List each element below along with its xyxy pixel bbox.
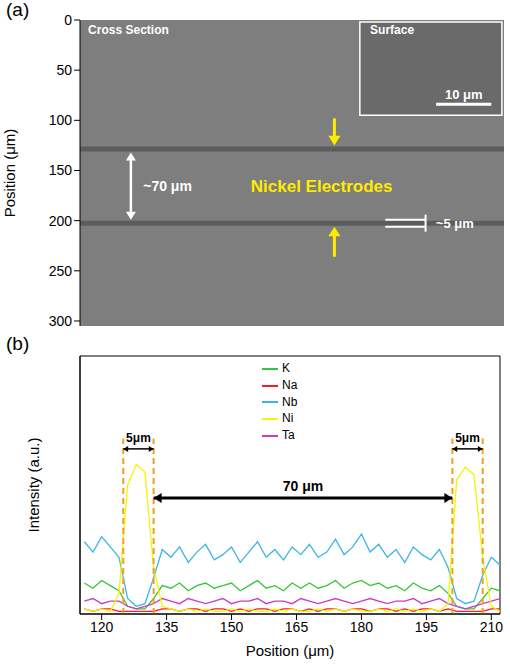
html-text:(a): (a) (6, 0, 30, 20)
svg-text:~5 μm: ~5 μm (436, 216, 474, 231)
html-text:K: K (282, 361, 290, 375)
html-text:Nb: Nb (282, 394, 298, 409)
svg-text:Position (μm): Position (μm) (246, 642, 335, 659)
svg-text:165: 165 (285, 619, 309, 635)
svg-text:250: 250 (49, 263, 73, 279)
svg-text:150: 150 (49, 162, 73, 178)
svg-text:Cross Section: Cross Section (88, 23, 169, 37)
svg-text:100: 100 (49, 112, 73, 128)
svg-text:10 μm: 10 μm (445, 87, 483, 102)
svg-text:300: 300 (49, 313, 73, 329)
svg-text:0: 0 (64, 12, 72, 28)
svg-text:Nickel Electrodes: Nickel Electrodes (251, 177, 393, 196)
svg-text:70 μm: 70 μm (283, 478, 323, 494)
svg-text:210: 210 (480, 619, 504, 635)
svg-text:200: 200 (49, 213, 73, 229)
html-text:Ta: Ta (282, 428, 295, 443)
svg-text:Surface: Surface (370, 23, 414, 37)
svg-text:50: 50 (56, 62, 72, 78)
svg-text:120: 120 (90, 619, 114, 635)
svg-text:~70 μm: ~70 μm (143, 178, 192, 194)
svg-text:135: 135 (155, 619, 179, 635)
html-text:Ni: Ni (282, 411, 294, 426)
svg-text:180: 180 (350, 619, 374, 635)
svg-text:5μm: 5μm (455, 431, 480, 445)
html-text:(b): (b) (6, 333, 30, 354)
svg-text:Position (μm): Position (μm) (1, 129, 18, 218)
svg-text:150: 150 (220, 619, 244, 635)
html-text:Na: Na (282, 377, 298, 392)
svg-text:Intensity (a.u.): Intensity (a.u.) (25, 437, 42, 532)
svg-text:195: 195 (415, 619, 439, 635)
svg-text:5μm: 5μm (126, 431, 151, 445)
